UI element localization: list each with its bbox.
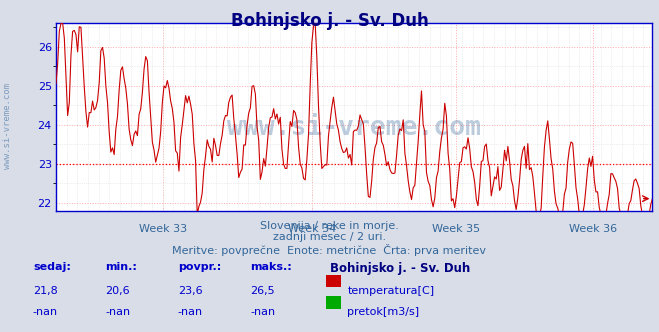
Text: 20,6: 20,6 bbox=[105, 286, 130, 295]
Text: zadnji mesec / 2 uri.: zadnji mesec / 2 uri. bbox=[273, 232, 386, 242]
Text: min.:: min.: bbox=[105, 262, 137, 272]
Text: Week 36: Week 36 bbox=[569, 224, 617, 234]
Text: -nan: -nan bbox=[105, 307, 130, 317]
Text: www.si-vreme.com: www.si-vreme.com bbox=[3, 83, 13, 169]
Text: temperatura[C]: temperatura[C] bbox=[347, 286, 434, 295]
Text: 23,6: 23,6 bbox=[178, 286, 202, 295]
Text: 21,8: 21,8 bbox=[33, 286, 58, 295]
Text: -nan: -nan bbox=[33, 307, 58, 317]
Text: Meritve: povprečne  Enote: metrične  Črta: prva meritev: Meritve: povprečne Enote: metrične Črta:… bbox=[173, 244, 486, 256]
Text: Bohinjsko j. - Sv. Duh: Bohinjsko j. - Sv. Duh bbox=[231, 12, 428, 30]
Text: 26,5: 26,5 bbox=[250, 286, 275, 295]
Text: Week 34: Week 34 bbox=[289, 224, 337, 234]
Text: -nan: -nan bbox=[178, 307, 203, 317]
Text: sedaj:: sedaj: bbox=[33, 262, 71, 272]
Text: pretok[m3/s]: pretok[m3/s] bbox=[347, 307, 419, 317]
Text: -nan: -nan bbox=[250, 307, 275, 317]
Text: www.si-vreme.com: www.si-vreme.com bbox=[227, 115, 481, 141]
Text: Week 35: Week 35 bbox=[432, 224, 480, 234]
Text: Week 33: Week 33 bbox=[139, 224, 187, 234]
Text: maks.:: maks.: bbox=[250, 262, 292, 272]
Text: Slovenija / reke in morje.: Slovenija / reke in morje. bbox=[260, 221, 399, 231]
Text: Bohinjsko j. - Sv. Duh: Bohinjsko j. - Sv. Duh bbox=[330, 262, 470, 275]
Text: povpr.:: povpr.: bbox=[178, 262, 221, 272]
